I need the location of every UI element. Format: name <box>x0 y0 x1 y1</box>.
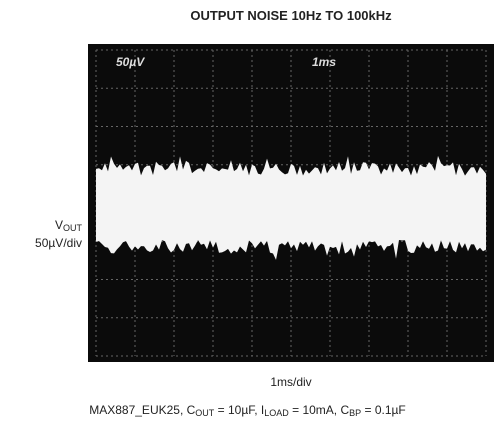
timebase-label: 1ms <box>312 55 336 69</box>
caption-subscript: BP <box>349 408 362 418</box>
caption-text: = 10mA, C <box>288 403 350 417</box>
caption-text: MAX887_EUK25, C <box>89 403 196 417</box>
x-label: 1ms/div <box>270 375 312 389</box>
scope-screen: 50µV 1ms <box>88 44 494 362</box>
caption: MAX887_EUK25, COUT = 10µF, ILOAD = 10mA,… <box>0 403 495 418</box>
caption-text: = 10µF, I <box>214 403 265 417</box>
y-label: VOUT <box>0 218 82 233</box>
title: OUTPUT NOISE 10Hz TO 100kHz <box>190 8 392 23</box>
caption-subscript: LOAD <box>264 408 289 418</box>
channel-label: 50µV <box>116 55 145 69</box>
noise-trace <box>96 155 486 260</box>
y-subscript: OUT <box>63 223 82 233</box>
caption-text: = 0.1µF <box>361 403 406 417</box>
y-scale: 50µV/div <box>35 236 82 250</box>
caption-subscript: OUT <box>195 408 215 418</box>
y-symbol: V <box>54 218 63 232</box>
